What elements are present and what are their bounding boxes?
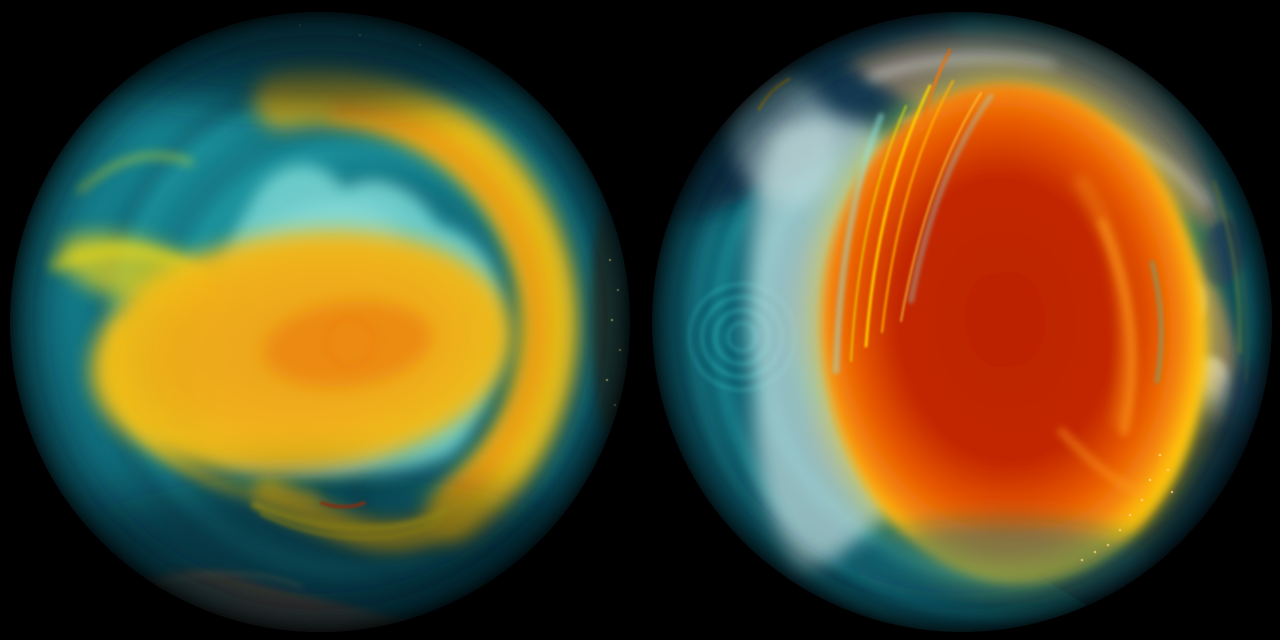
globe-rim-inner <box>10 12 630 632</box>
bottom-vignette <box>20 475 620 632</box>
ozone-hole-oval <box>813 76 1215 592</box>
globe-rim-inner <box>652 12 1272 632</box>
arctic-globe <box>652 12 1272 632</box>
ozone-blob <box>56 230 513 474</box>
antarctic-globe <box>10 12 630 632</box>
ozone-flame-texture <box>852 174 1163 604</box>
city-lights <box>1080 453 1174 562</box>
globe-rim-outer-right <box>635 0 1280 640</box>
